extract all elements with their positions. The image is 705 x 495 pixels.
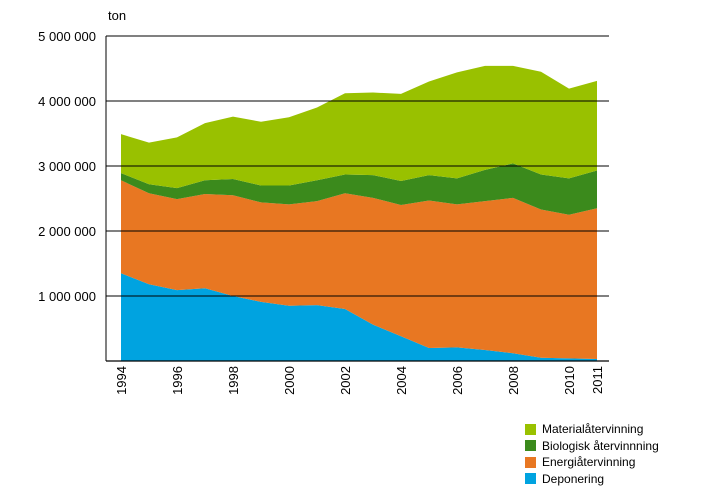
- x-tick-labels: 1994 1996 1998 2000 2002 2004 2006 2008 2010 2011: [114, 366, 605, 395]
- y-tick-label: 5 000 000: [38, 29, 96, 44]
- area-energiatervinning: [121, 180, 597, 360]
- area-materialatervinning: [121, 65, 597, 189]
- legend-swatch: [525, 423, 536, 435]
- legend-swatch: [525, 440, 536, 452]
- y-tick-labels: 1 000 000 2 000 000 3 000 000 4 000 000 5 00…: [38, 29, 96, 304]
- legend-label: Energiåtervinning: [542, 455, 636, 470]
- legend-label: Deponering: [542, 471, 605, 486]
- horizontal-lines: [106, 35, 609, 297]
- area-series-group: [121, 65, 597, 361]
- legend-item-biologisk-atervinnning: Biologisk återvinnning: [525, 438, 659, 455]
- y-axis-unit-label: ton: [108, 8, 126, 23]
- y-tick-label: 4 000 000: [38, 94, 96, 109]
- legend: Materialåtervinning Biologisk återvinnnin…: [525, 421, 659, 487]
- x-tick-label: 2000: [282, 366, 297, 395]
- x-tick-label: 2011: [590, 366, 605, 394]
- x-tick-label: 2002: [338, 366, 353, 395]
- y-tick-label: 2 000 000: [38, 224, 96, 239]
- x-tick-label: 2010: [562, 366, 577, 395]
- x-tick-label: 1996: [170, 366, 185, 395]
- legend-swatch: [525, 456, 536, 468]
- legend-label: Biologisk återvinnning: [542, 438, 659, 453]
- area-biologisk-atervinnning: [121, 163, 597, 215]
- area-deponering: [121, 273, 597, 361]
- x-tick-label: 2008: [506, 366, 521, 395]
- x-tick-label: 1994: [114, 366, 129, 395]
- y-tick-label: 3 000 000: [38, 159, 96, 174]
- legend-item-deponering: Deponering: [525, 471, 659, 488]
- legend-label: Materialåtervinning: [542, 422, 644, 437]
- x-tick-label: 2006: [450, 366, 465, 395]
- legend-item-materialatervinning: Materialåtervinning: [525, 421, 659, 438]
- x-tick-label: 2004: [394, 366, 409, 395]
- y-tick-label: 1 000 000: [38, 289, 96, 304]
- x-tick-label: 1998: [226, 366, 241, 395]
- legend-item-energiatervinning: Energiåtervinning: [525, 454, 659, 471]
- legend-swatch: [525, 473, 536, 485]
